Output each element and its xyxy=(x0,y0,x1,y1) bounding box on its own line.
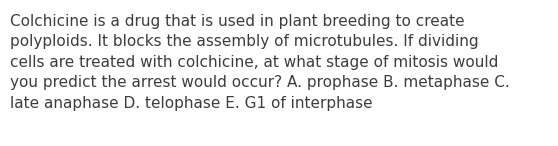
Text: Colchicine is a drug that is used in plant breeding to create
polyploids. It blo: Colchicine is a drug that is used in pla… xyxy=(10,14,510,111)
